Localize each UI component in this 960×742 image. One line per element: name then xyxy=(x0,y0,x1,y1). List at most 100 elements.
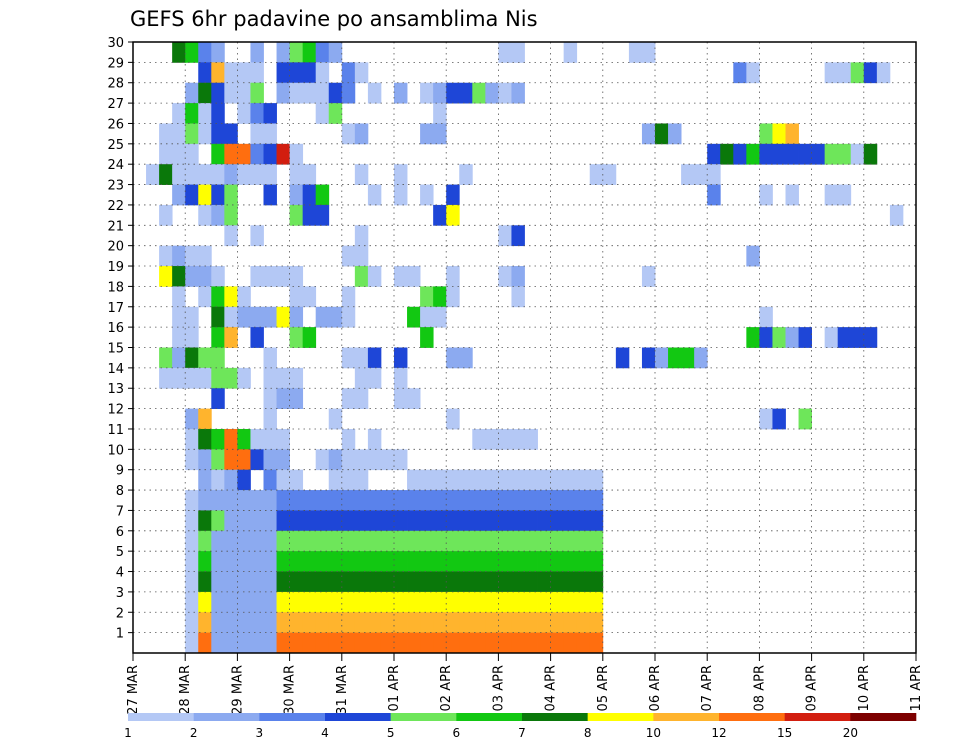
colorbar-label: 7 xyxy=(518,726,526,740)
heatmap-cell xyxy=(289,82,304,104)
heatmap-cell xyxy=(198,510,212,532)
heatmap-cell xyxy=(159,123,173,145)
heatmap-cell xyxy=(250,123,264,145)
heatmap-cell xyxy=(407,591,421,613)
heatmap-cell xyxy=(446,612,460,634)
heatmap-cell xyxy=(250,103,264,124)
heatmap-cell xyxy=(224,367,238,389)
heatmap-cell xyxy=(394,530,408,552)
heatmap-cell xyxy=(537,612,551,634)
heatmap-cell xyxy=(185,123,199,145)
heatmap-cell xyxy=(472,530,486,552)
heatmap-cell xyxy=(550,530,565,552)
heatmap-cell xyxy=(446,408,460,430)
heatmap-cell xyxy=(263,530,277,552)
colorbar-swatch xyxy=(456,713,523,721)
heatmap-cell xyxy=(289,510,304,532)
heatmap-cell xyxy=(159,347,173,369)
heatmap-cell xyxy=(380,449,395,471)
heatmap-cell xyxy=(459,591,473,613)
x-tick-label: 29 MAR xyxy=(230,665,245,715)
heatmap-cell xyxy=(224,204,238,226)
heatmap-cell xyxy=(237,612,251,634)
heatmap-cell xyxy=(211,123,225,145)
heatmap-cell xyxy=(446,204,460,226)
heatmap-cell xyxy=(354,62,369,84)
y-tick-label: 9 xyxy=(116,464,124,479)
heatmap-cell xyxy=(237,103,251,124)
heatmap-cell xyxy=(185,510,199,532)
heatmap-cell xyxy=(198,449,212,471)
heatmap-cell xyxy=(172,245,186,267)
heatmap-cell xyxy=(237,367,251,389)
heatmap-cell xyxy=(185,266,199,287)
heatmap-cell xyxy=(394,388,408,409)
heatmap-cell xyxy=(198,62,212,84)
heatmap-cell xyxy=(224,530,238,552)
y-tick-label: 10 xyxy=(107,443,124,458)
heatmap-cell xyxy=(185,490,199,511)
heatmap-cell xyxy=(459,469,473,491)
heatmap-cell xyxy=(759,143,773,165)
heatmap-cell xyxy=(563,530,578,552)
heatmap-cell xyxy=(302,164,317,185)
heatmap-cell xyxy=(354,266,369,287)
heatmap-cell xyxy=(550,469,565,491)
heatmap-cell xyxy=(394,612,408,634)
heatmap-cell xyxy=(237,82,251,104)
heatmap-cell xyxy=(354,591,369,613)
heatmap-cell xyxy=(263,510,277,532)
heatmap-cell xyxy=(785,123,799,145)
heatmap-cell xyxy=(380,510,395,532)
heatmap-cell xyxy=(759,327,773,348)
x-tick-label: 01 APR xyxy=(387,665,402,711)
colorbar-swatch xyxy=(850,713,917,721)
heatmap-cell xyxy=(354,164,369,185)
heatmap-cell xyxy=(172,184,186,206)
heatmap-cell xyxy=(302,62,317,84)
heatmap-cell xyxy=(485,632,499,654)
heatmap-cell xyxy=(759,123,773,145)
heatmap-cell xyxy=(250,42,264,63)
heatmap-cell xyxy=(198,82,212,104)
heatmap-cell xyxy=(407,632,421,654)
heatmap-cell xyxy=(172,103,186,124)
heatmap-cell xyxy=(472,469,486,491)
heatmap-cell xyxy=(550,632,565,654)
x-tick-label: 30 MAR xyxy=(283,665,298,715)
heatmap-cell xyxy=(589,591,604,613)
heatmap-cell xyxy=(407,551,421,572)
heatmap-cell xyxy=(276,143,290,165)
heatmap-cell xyxy=(498,266,512,287)
heatmap-cell xyxy=(302,551,317,572)
heatmap-cell xyxy=(354,469,369,491)
heatmap-cell xyxy=(198,103,212,124)
heatmap-cell xyxy=(211,184,225,206)
heatmap-cell xyxy=(446,490,460,511)
heatmap-cell xyxy=(263,490,277,511)
heatmap-cell xyxy=(550,571,565,593)
colorbar-swatch xyxy=(522,713,588,721)
heatmap-cell xyxy=(185,103,199,124)
heatmap-cell xyxy=(237,490,251,511)
heatmap-cell xyxy=(498,428,512,450)
heatmap-cell xyxy=(576,530,591,552)
heatmap-cell xyxy=(276,571,290,593)
heatmap-cell xyxy=(394,571,408,593)
heatmap-cell xyxy=(537,591,551,613)
y-tick-label: 21 xyxy=(107,219,124,234)
heatmap-cell xyxy=(498,225,512,247)
heatmap-cell xyxy=(485,510,499,532)
heatmap-cell xyxy=(863,143,878,165)
colorbar-swatch xyxy=(193,713,260,721)
heatmap-cell xyxy=(407,571,421,593)
heatmap-cell xyxy=(224,164,238,185)
heatmap-cell xyxy=(785,143,799,165)
heatmap-cell xyxy=(237,632,251,654)
heatmap-cell xyxy=(433,82,447,104)
heatmap-cell xyxy=(511,490,525,511)
heatmap-cell xyxy=(655,347,669,369)
heatmap-cell xyxy=(289,42,304,63)
heatmap-cell xyxy=(511,82,525,104)
colorbar-swatch xyxy=(128,713,194,721)
